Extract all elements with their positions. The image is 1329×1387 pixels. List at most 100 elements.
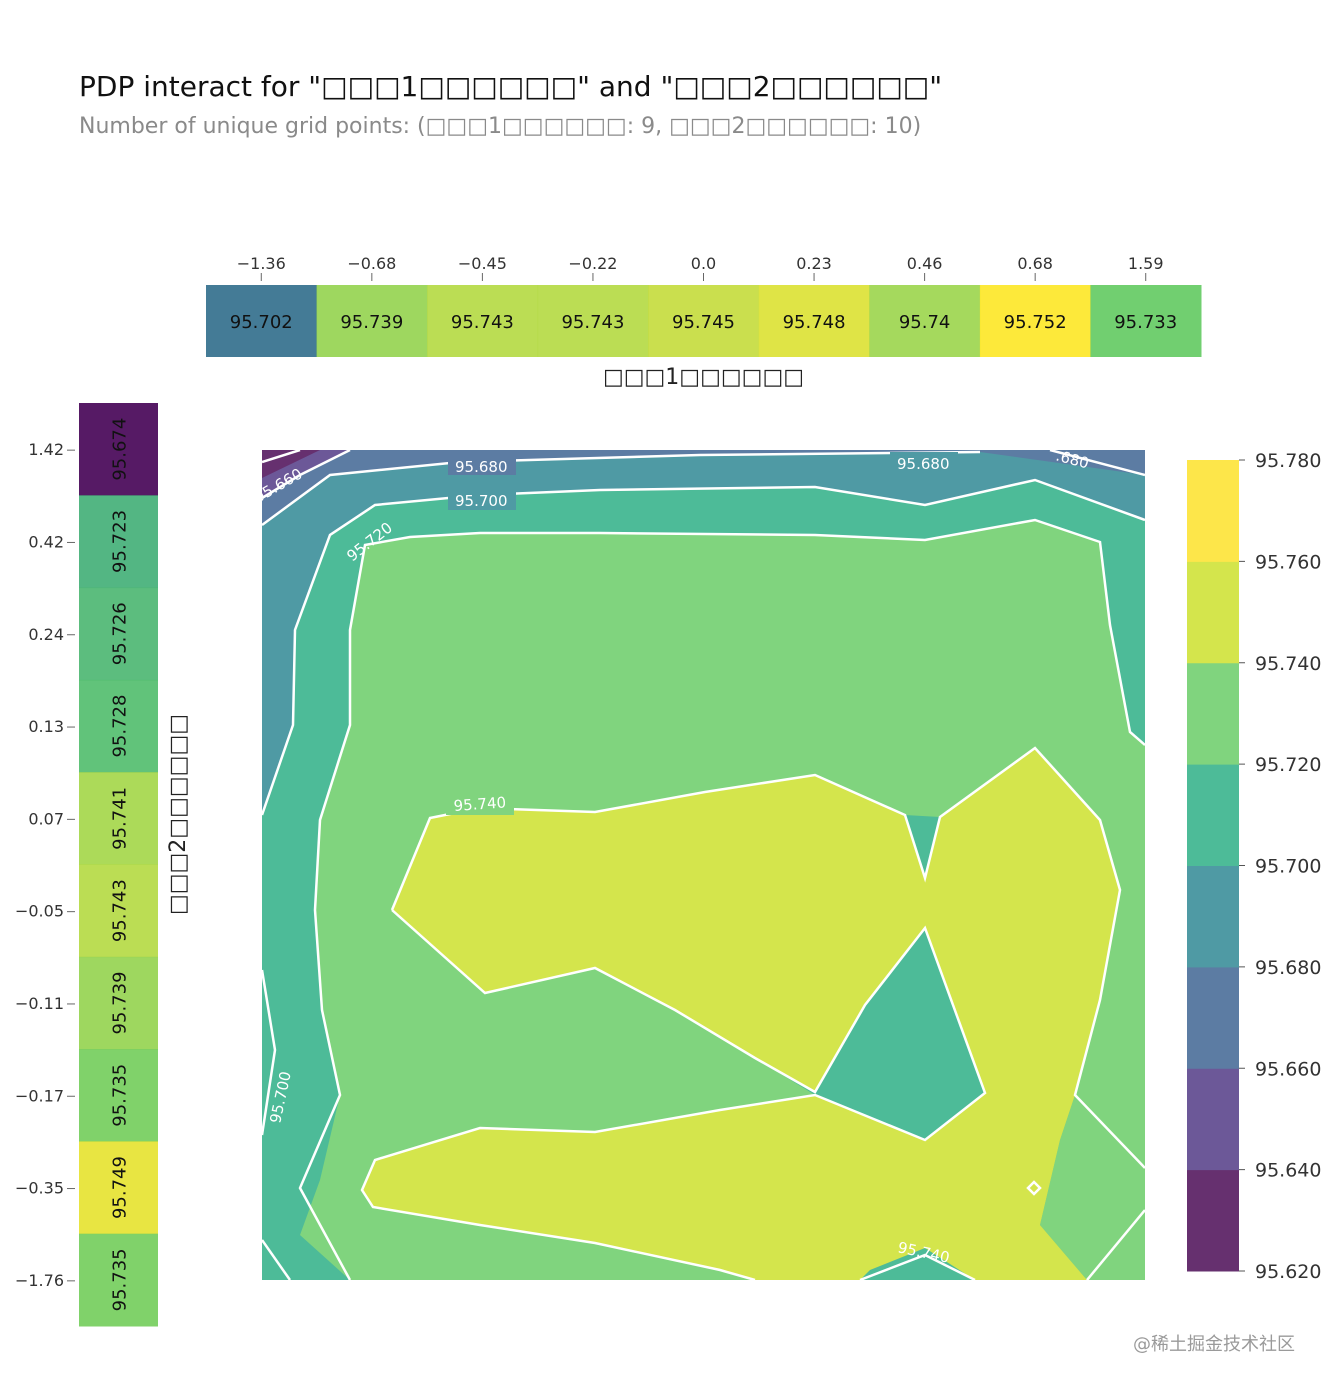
colorbar-band <box>1187 1169 1239 1272</box>
left-axis-tick-label: 1.42 <box>28 440 64 459</box>
contour-line-95720-left <box>262 1239 292 1280</box>
top-axis-tick-label: −0.68 <box>347 254 396 273</box>
left-axis-tick-label: −0.35 <box>15 1179 64 1198</box>
top-axis-tick-label: 0.23 <box>796 254 832 273</box>
left-heatmap-value: 95.674 <box>110 418 131 481</box>
top-heatmap-cell <box>316 285 428 357</box>
contour-line-95720 <box>298 518 1145 1280</box>
left-axis-tick-label: −0.11 <box>15 994 64 1013</box>
left-heatmap-value: 95.741 <box>110 787 131 850</box>
top-heatmap-cell <box>427 285 539 357</box>
left-heatmap-cell <box>79 1049 158 1142</box>
watermark: @稀土掘金技术社区 <box>1133 1334 1295 1355</box>
left-heatmap-cell <box>79 587 158 681</box>
colorbar: 95.780 95.760 95.740 95.720 95.700 95.680 95.6… <box>1187 450 1321 1283</box>
top-marginal-heatmap: 95.702 −1.36 95.739 −0.68 95.743 −0.45 95.743 −… <box>206 254 1202 390</box>
top-axis-tick-label: 1.59 <box>1128 254 1164 273</box>
left-marginal-heatmap: 95.674 1.42 95.723 0.42 95.726 0.24 95.728 0.13… <box>15 403 191 1327</box>
colorbar-tick-label: 95.660 <box>1255 1058 1321 1080</box>
left-axis-tick-label: −1.76 <box>15 1271 64 1290</box>
left-axis-tick-label: 0.13 <box>28 717 64 736</box>
colorbar-band <box>1187 662 1239 765</box>
top-heatmap-value: 95.739 <box>340 312 403 333</box>
contour-band-95720-95740 <box>300 520 1145 1280</box>
contour-line-95660 <box>262 450 351 500</box>
colorbar-band <box>1187 966 1239 1069</box>
left-axis-tick-label: −0.17 <box>15 1086 64 1105</box>
colorbar-tick-label: 95.640 <box>1255 1160 1321 1182</box>
colorbar-band <box>1187 561 1239 664</box>
colorbar-band <box>1187 460 1239 562</box>
top-axis-tick-label: −0.22 <box>568 254 617 273</box>
top-axis-tick-label: −1.36 <box>237 254 286 273</box>
contour-label: 95.680 <box>897 455 950 473</box>
contour-line-95720-right <box>1086 1209 1145 1280</box>
left-heatmap-cell <box>79 864 158 958</box>
chart-title: PDP interact for "□□□1□□□□□□" and "□□□2□… <box>79 70 943 103</box>
top-heatmap-cell <box>1090 285 1202 357</box>
contour-line-95700-lower <box>262 969 277 1136</box>
left-heatmap-value: 95.735 <box>110 1064 131 1127</box>
left-heatmap-value: 95.723 <box>110 510 131 573</box>
left-heatmap-value: 95.728 <box>110 695 131 758</box>
contour-label: 95.680 <box>455 458 508 476</box>
top-heatmap-cell <box>758 285 870 357</box>
top-axis-tick-label: −0.45 <box>458 254 507 273</box>
left-heatmap-value: 95.743 <box>110 879 131 942</box>
top-heatmap-value: 95.743 <box>561 312 624 333</box>
colorbar-tick-label: 95.680 <box>1255 957 1321 979</box>
left-heatmap-value: 95.749 <box>110 1156 131 1219</box>
colorbar-tick-label: 95.620 <box>1255 1261 1321 1283</box>
contour-label: 95.740 <box>453 793 507 815</box>
colorbar-band <box>1187 764 1239 866</box>
contour-line-95680-right <box>1049 450 1145 477</box>
top-heatmap-cell <box>206 285 318 357</box>
interaction-contour: 95.680 95.680 .680 95.660 95.700 95.720 … <box>251 446 1145 1280</box>
top-heatmap-cell <box>979 285 1091 357</box>
contour-label: 95.700 <box>455 492 508 510</box>
left-heatmap-cell <box>79 679 158 773</box>
left-heatmap-cell <box>79 772 158 865</box>
colorbar-tick-label: 95.700 <box>1255 856 1321 878</box>
contour-line-95760-point <box>1026 1180 1042 1196</box>
contour-band-95740-95760-upper <box>362 748 1120 1280</box>
top-heatmap-value: 95.702 <box>230 312 293 333</box>
contour-line-95740-bottom <box>859 1253 976 1280</box>
colorbar-band <box>1187 1068 1239 1171</box>
top-heatmap-value: 95.743 <box>451 312 514 333</box>
left-axis-title: □□□2□□□□□□ <box>166 714 191 915</box>
left-heatmap-value: 95.726 <box>110 602 131 665</box>
colorbar-tick-label: 95.760 <box>1255 551 1321 573</box>
top-heatmap-cell <box>537 285 649 357</box>
left-axis-tick-label: 0.42 <box>28 532 64 551</box>
colorbar-tick-label: 95.720 <box>1255 754 1321 776</box>
top-heatmap-value: 95.748 <box>783 312 846 333</box>
top-heatmap-value: 95.733 <box>1114 312 1177 333</box>
top-heatmap-value: 95.752 <box>1004 312 1067 333</box>
left-axis-tick-label: −0.05 <box>15 902 64 921</box>
contour-line-95740-upper <box>390 746 1145 1169</box>
chart-subtitle: Number of unique grid points: (□□□1□□□□□… <box>79 114 922 139</box>
contour-line-95740-middle <box>360 909 987 1280</box>
left-heatmap-cell <box>79 403 158 496</box>
top-axis-tick-label: 0.68 <box>1017 254 1053 273</box>
colorbar-tick-label: 95.740 <box>1255 653 1321 675</box>
colorbar-band <box>1187 865 1239 968</box>
top-axis-title: □□□1□□□□□□ <box>603 365 804 390</box>
colorbar-tick-label: 95.780 <box>1255 450 1321 472</box>
top-axis-tick-label: 0.0 <box>691 254 716 273</box>
contour-line-95640 <box>262 450 301 464</box>
left-heatmap-cell <box>79 1233 158 1327</box>
left-heatmap-cell <box>79 956 158 1050</box>
left-axis-tick-label: 0.07 <box>28 809 64 828</box>
left-axis-tick-label: 0.24 <box>28 625 64 644</box>
top-heatmap-cell <box>648 285 760 357</box>
top-axis-tick-label: 0.46 <box>907 254 943 273</box>
left-heatmap-value: 95.739 <box>110 971 131 1034</box>
left-heatmap-value: 95.735 <box>110 1248 131 1311</box>
top-heatmap-value: 95.745 <box>672 312 735 333</box>
top-heatmap-value: 95.74 <box>899 312 951 333</box>
top-heatmap-cell <box>869 285 981 357</box>
left-heatmap-cell <box>79 495 158 589</box>
